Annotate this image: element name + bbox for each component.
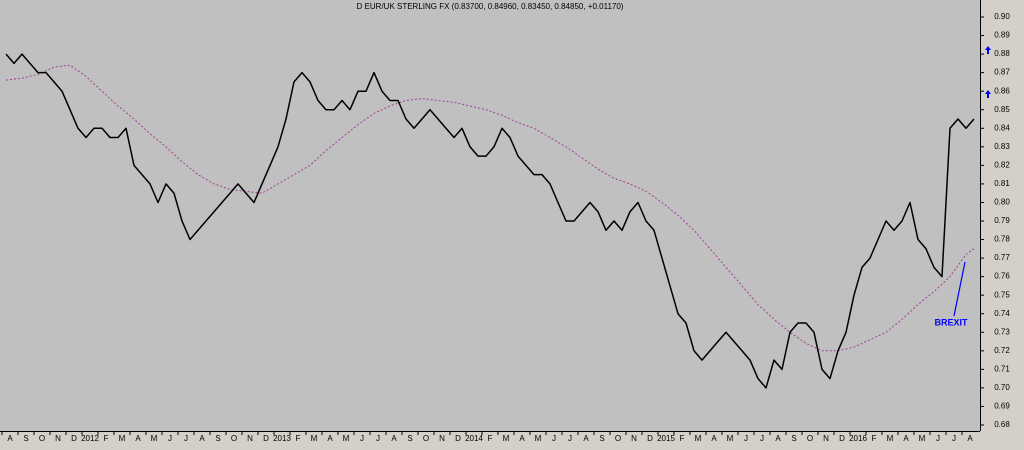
chart-title: D EUR/UK STERLING FX (0.83700, 0.84960, … — [357, 2, 624, 11]
x-tick-label: 2015 — [657, 434, 675, 443]
x-tick-label: M — [727, 434, 734, 443]
x-tick-label: M — [311, 434, 318, 443]
annotation-line — [953, 261, 966, 317]
x-tick-label: F — [488, 434, 493, 443]
x-tick-label: M — [887, 434, 894, 443]
x-tick-label: J — [168, 434, 172, 443]
x-tick-label: D — [71, 434, 77, 443]
x-tick-label: D — [647, 434, 653, 443]
y-tick-label: 0.71 — [994, 364, 1010, 373]
x-tick-label: J — [952, 434, 956, 443]
y-tick-label: 0.77 — [994, 253, 1010, 262]
x-tick-label: O — [615, 434, 621, 443]
x-tick-label: A — [391, 434, 397, 443]
x-tick-label: N — [631, 434, 637, 443]
x-tick-label: F — [296, 434, 301, 443]
x-tick-label: M — [151, 434, 158, 443]
y-tick-label: 0.74 — [994, 309, 1010, 318]
x-tick-label: J — [936, 434, 940, 443]
x-tick-label: A — [519, 434, 525, 443]
x-tick-label: N — [247, 434, 253, 443]
arrow-marker — [985, 90, 991, 98]
x-tick-label: N — [823, 434, 829, 443]
x-tick-label: A — [775, 434, 781, 443]
x-tick-label: A — [135, 434, 141, 443]
marks — [5, 53, 975, 389]
y-tick-label: 0.69 — [994, 402, 1010, 411]
y-tick-label: 0.81 — [994, 179, 1010, 188]
x-tick-label: J — [184, 434, 188, 443]
y-tick-label: 0.73 — [994, 327, 1010, 336]
y-tick-label: 0.78 — [994, 235, 1010, 244]
x-tick-label: S — [215, 434, 220, 443]
x-tick-label: A — [327, 434, 333, 443]
x-tick-label: A — [711, 434, 717, 443]
x-tick-label: S — [599, 434, 604, 443]
x-tick-label: 2016 — [849, 434, 867, 443]
x-tick-label: D — [839, 434, 845, 443]
x-tick-label: O — [39, 434, 45, 443]
x-tick-label: 2012 — [81, 434, 99, 443]
x-tick-label: O — [423, 434, 429, 443]
x-tick-label: 2013 — [273, 434, 291, 443]
price-line — [5, 53, 975, 389]
y-tick-label: 0.89 — [994, 31, 1010, 40]
x-tick-label: S — [791, 434, 796, 443]
x-tick-label: 2014 — [465, 434, 483, 443]
y-tick-label: 0.79 — [994, 216, 1010, 225]
annotation: BREXIT — [934, 317, 968, 327]
x-tick-label: J — [744, 434, 748, 443]
y-tick-label: 0.72 — [994, 346, 1010, 355]
x-tick-label: M — [503, 434, 510, 443]
x-tick-label: J — [552, 434, 556, 443]
x-tick-label: A — [583, 434, 589, 443]
arrow-marker — [985, 46, 991, 54]
x-tick-label: M — [119, 434, 126, 443]
y-tick-label: 0.70 — [994, 383, 1010, 392]
y-tick-label: 0.76 — [994, 272, 1010, 281]
x-tick-label: M — [535, 434, 542, 443]
x-tick-label: M — [343, 434, 350, 443]
x-tick-label: J — [568, 434, 572, 443]
x-tick-label: F — [680, 434, 685, 443]
y-tick-label: 0.75 — [994, 290, 1010, 299]
y-tick-label: 0.87 — [994, 68, 1010, 77]
y-tick-label: 0.68 — [994, 420, 1010, 429]
plot-area — [0, 0, 980, 431]
y-tick-label: 0.82 — [994, 160, 1010, 169]
x-tick-label: A — [199, 434, 205, 443]
x-tick-label: J — [360, 434, 364, 443]
moving-average-line — [5, 64, 975, 352]
y-tick-label: 0.86 — [994, 86, 1010, 95]
x-tick-label: M — [919, 434, 926, 443]
x-tick-label: S — [407, 434, 412, 443]
x-tick-label: J — [376, 434, 380, 443]
x-tick-label: O — [807, 434, 813, 443]
x-tick-label: A — [7, 434, 13, 443]
x-tick-label: J — [760, 434, 764, 443]
x-tick-label: M — [695, 434, 702, 443]
x-tick-label: S — [23, 434, 28, 443]
x-tick-label: D — [263, 434, 269, 443]
x-tick-label: A — [967, 434, 973, 443]
x-tick-label: F — [104, 434, 109, 443]
x-tick-label: D — [455, 434, 461, 443]
y-tick-label: 0.84 — [994, 123, 1010, 132]
y-tick-label: 0.85 — [994, 105, 1010, 114]
x-tick-label: N — [55, 434, 61, 443]
x-tick-label: A — [903, 434, 909, 443]
x-tick-label: F — [872, 434, 877, 443]
y-tick-label: 0.83 — [994, 142, 1010, 151]
y-tick-label: 0.80 — [994, 198, 1010, 207]
y-tick-label: 0.90 — [994, 12, 1010, 21]
x-tick-label: O — [231, 434, 237, 443]
y-tick-label: 0.88 — [994, 49, 1010, 58]
x-tick-label: N — [439, 434, 445, 443]
